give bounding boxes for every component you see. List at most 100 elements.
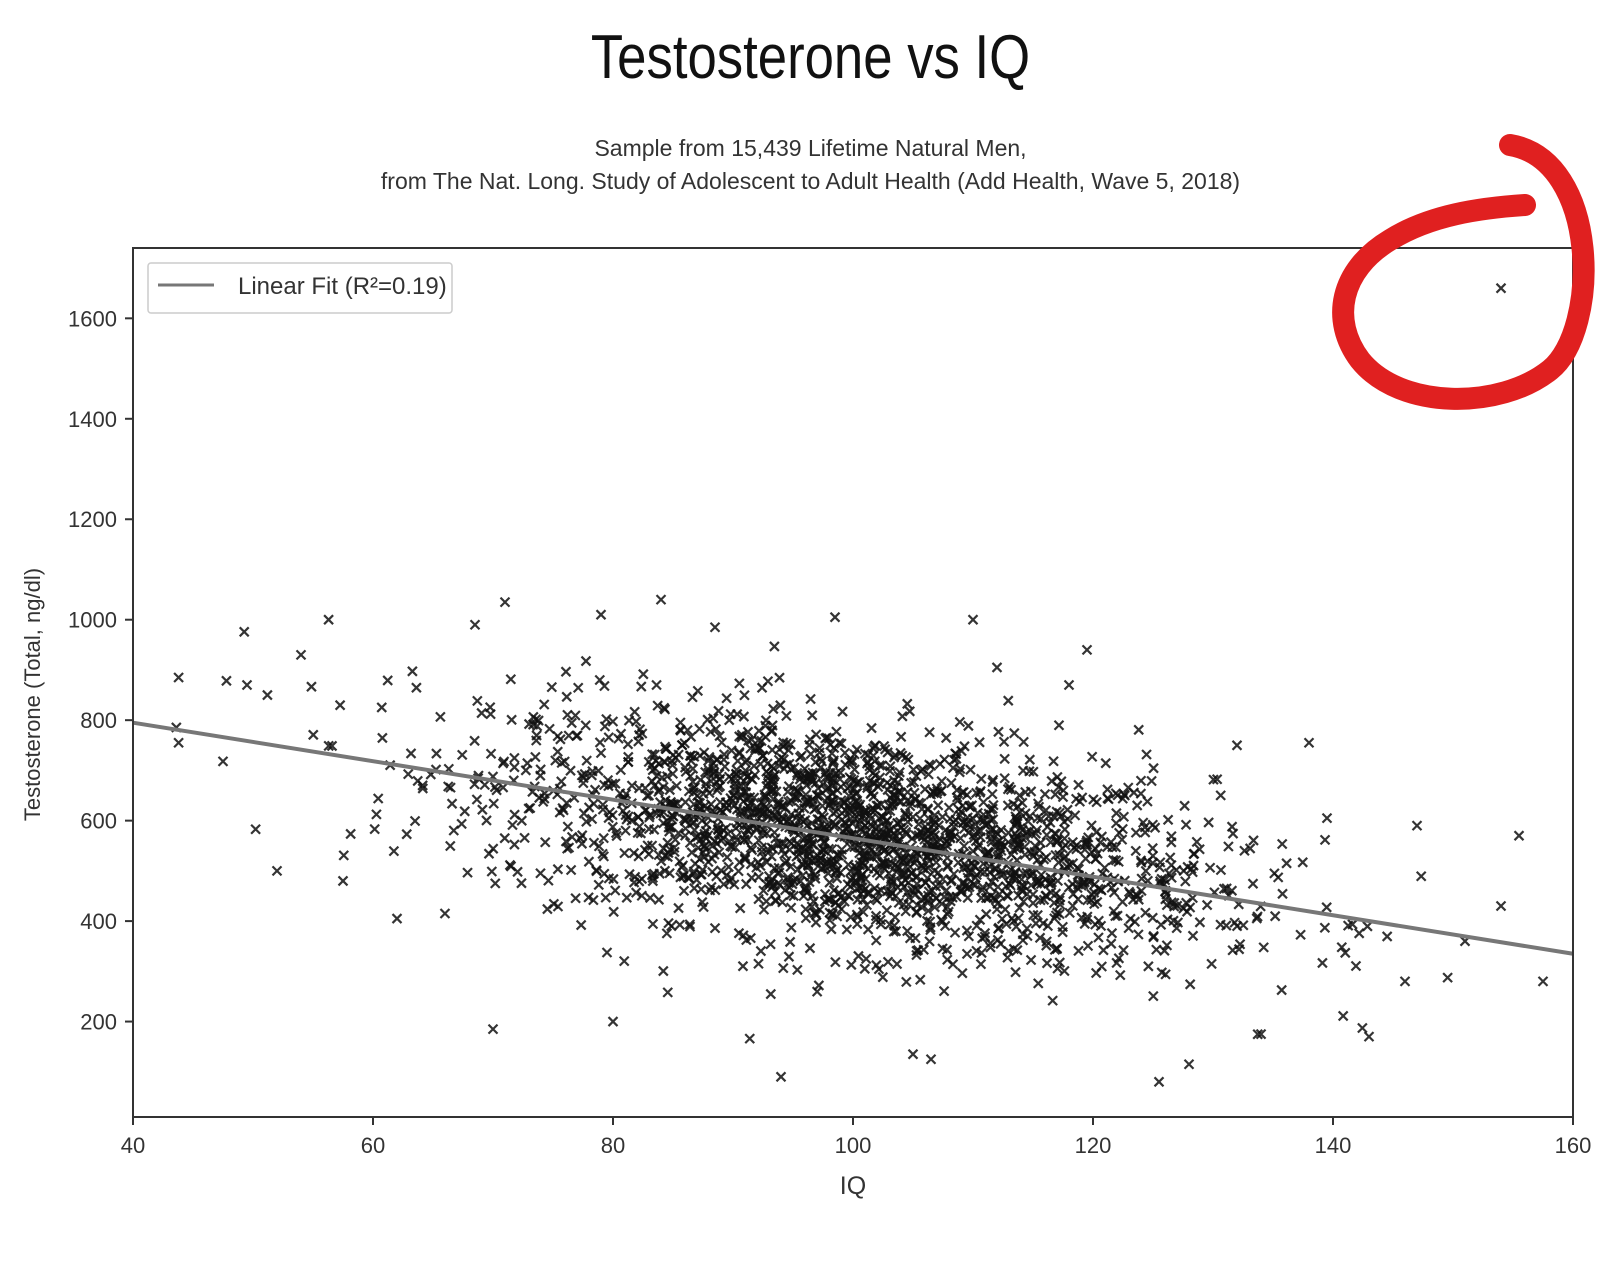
scatter-point: [337, 875, 349, 887]
scatter-point: [967, 813, 979, 825]
scatter-point: [1110, 841, 1122, 853]
scatter-point: [744, 792, 756, 803]
scatter-point: [1035, 869, 1047, 881]
scatter-point: [685, 750, 697, 761]
scatter-point: [713, 828, 725, 839]
scatter-point: [1063, 679, 1075, 691]
scatter-point: [1321, 902, 1332, 913]
scatter-point: [794, 774, 806, 785]
scatter-point: [1215, 864, 1227, 876]
scatter-point: [860, 953, 872, 965]
y-tick-label: 800: [80, 708, 117, 733]
scatter-point: [615, 764, 627, 776]
x-tick-label: 160: [1555, 1133, 1592, 1158]
scatter-point: [955, 833, 966, 844]
scatter-point: [925, 924, 936, 936]
scatter-point: [1537, 976, 1549, 987]
scatter-point: [1276, 838, 1288, 850]
scatter-point: [1161, 940, 1173, 951]
scatter-point: [382, 675, 393, 686]
scatter-point: [1252, 1028, 1263, 1040]
scatter-point: [901, 698, 913, 710]
scatter-point: [1006, 913, 1018, 924]
scatter-point: [1211, 774, 1223, 785]
scatter-point: [862, 888, 874, 900]
scatter-point: [991, 863, 1002, 875]
scatter-point: [805, 748, 817, 760]
scatter-point: [774, 672, 785, 683]
scatter-point: [713, 705, 724, 717]
scatter-point: [1103, 793, 1114, 805]
scatter-point: [726, 841, 738, 853]
scatter-point: [271, 865, 283, 877]
scatter-point: [723, 714, 735, 726]
scatter-point: [666, 920, 677, 932]
scatter-point: [910, 932, 921, 944]
scatter-point: [876, 760, 888, 771]
scatter-point: [659, 850, 671, 862]
scatter-point: [543, 875, 554, 886]
scatter-point: [841, 924, 853, 935]
scatter-point: [726, 745, 737, 756]
scatter-point: [800, 903, 811, 915]
scatter-point: [944, 813, 956, 825]
scatter-point: [1024, 754, 1036, 765]
scatter-point: [786, 922, 797, 933]
scatter-point: [985, 942, 996, 953]
scatter-point: [772, 799, 783, 810]
scatter-point: [1046, 877, 1058, 888]
scatter-point: [881, 805, 893, 816]
scatter-point: [721, 851, 733, 863]
scatter-point: [580, 720, 591, 731]
scatter-point: [915, 894, 927, 905]
scatter-point: [1166, 872, 1177, 884]
scatter-point: [1041, 940, 1052, 951]
scatter-point: [857, 906, 869, 918]
scatter-point: [726, 872, 737, 884]
scatter-point: [1156, 873, 1167, 885]
scatter-point: [1221, 920, 1232, 931]
scatter-point: [955, 885, 967, 897]
scatter-point: [894, 767, 905, 778]
scatter-point: [952, 795, 964, 806]
subtitle-line-2: from The Nat. Long. Study of Adolescent …: [380, 168, 1241, 194]
subtitle-line-1: Sample from 15,439 Lifetime Natural Men,: [594, 135, 1027, 161]
scatter-point: [1090, 843, 1101, 855]
scatter-point: [783, 796, 794, 808]
scatter-point: [792, 964, 803, 976]
scatter-point: [788, 875, 799, 886]
scatter-point: [680, 823, 691, 834]
scatter-point: [738, 796, 749, 807]
scatter-point: [1073, 779, 1084, 791]
scatter-point: [1415, 870, 1427, 882]
scatter-point: [903, 899, 915, 910]
scatter-point: [1133, 929, 1144, 940]
scatter-point: [870, 822, 882, 834]
scatter-point: [951, 753, 962, 765]
scatter-point: [1159, 945, 1170, 956]
scatter-point: [326, 740, 338, 752]
scatter-point: [654, 784, 665, 795]
scatter-point: [469, 778, 480, 790]
scatter-point: [565, 864, 577, 876]
scatter-point: [1054, 957, 1066, 968]
scatter-point: [593, 879, 605, 891]
scatter-point: [1272, 872, 1284, 883]
scatter-point: [623, 811, 634, 822]
scatter-point: [561, 797, 572, 809]
scatter-point: [761, 780, 772, 792]
scatter-point: [885, 792, 896, 803]
scatter-point: [978, 796, 989, 808]
scatter-point: [871, 800, 882, 811]
scatter-point: [608, 906, 619, 918]
scatter-point: [895, 731, 907, 743]
scatter-point: [1353, 928, 1365, 939]
scatter-point: [652, 700, 663, 711]
scatter-point: [932, 800, 944, 811]
scatter-point: [1153, 1076, 1165, 1088]
scatter-point: [1183, 1058, 1195, 1070]
scatter-point: [1247, 878, 1259, 889]
scatter-point: [757, 824, 769, 836]
scatter-point: [600, 892, 611, 903]
scatter-point: [811, 909, 822, 921]
